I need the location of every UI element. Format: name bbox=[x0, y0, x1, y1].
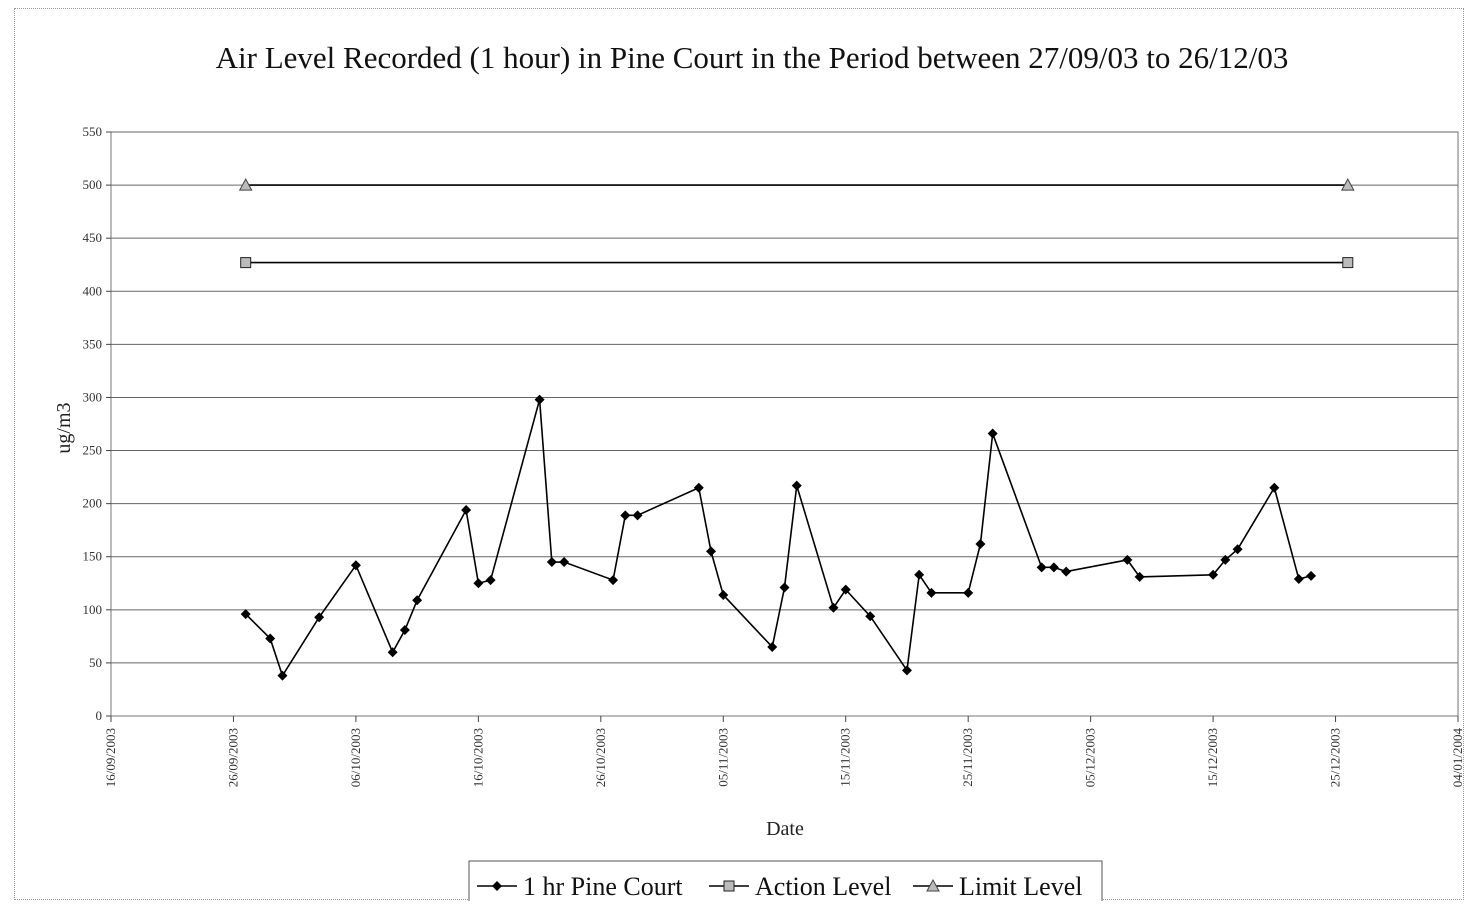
data-point bbox=[901, 665, 912, 676]
data-point bbox=[632, 510, 643, 521]
x-axis-label: Date bbox=[766, 818, 804, 840]
data-point bbox=[1342, 257, 1354, 269]
series-action-level bbox=[240, 257, 1354, 269]
data-point bbox=[1122, 554, 1133, 565]
data-point bbox=[387, 647, 398, 658]
chart: Air Level Recorded (1 hour) in Pine Cour… bbox=[53, 40, 1465, 901]
data-point bbox=[791, 480, 802, 491]
legend-label-1hr-pine-court: 1 hr Pine Court bbox=[523, 872, 683, 901]
data-point bbox=[1269, 482, 1280, 493]
data-point bbox=[350, 560, 361, 571]
data-point bbox=[963, 587, 974, 598]
y-axis-label: ug/m3 bbox=[53, 402, 75, 453]
data-point bbox=[461, 505, 472, 516]
data-point bbox=[485, 575, 496, 586]
data-point bbox=[240, 609, 251, 620]
legend: 1 hr Pine Court Action Level Limit Level bbox=[468, 860, 1103, 901]
data-point bbox=[1208, 569, 1219, 580]
data-point bbox=[1306, 570, 1317, 581]
chart-frame: Air Level Recorded (1 hour) in Pine Cour… bbox=[14, 8, 1465, 901]
data-point bbox=[473, 578, 484, 589]
data-point bbox=[706, 546, 717, 557]
data-point bbox=[412, 595, 423, 606]
data-point bbox=[987, 428, 998, 439]
data-point bbox=[865, 611, 876, 622]
chart-title: Air Level Recorded (1 hour) in Pine Cour… bbox=[216, 40, 1289, 75]
y-tick-label: 150 bbox=[83, 549, 103, 564]
y-tick-label: 500 bbox=[83, 177, 103, 192]
data-point bbox=[608, 575, 619, 586]
x-tick-label: 15/11/2003 bbox=[838, 728, 853, 787]
data-point bbox=[767, 641, 778, 652]
data-point bbox=[534, 394, 545, 405]
legend-box bbox=[468, 860, 1103, 901]
x-tick-label: 05/12/2003 bbox=[1083, 728, 1098, 787]
data-point bbox=[1232, 544, 1243, 555]
legend-item-action-level: Action Level bbox=[709, 872, 891, 901]
data-point bbox=[559, 557, 570, 568]
data-point bbox=[926, 587, 937, 598]
x-tick-label: 25/12/2003 bbox=[1328, 728, 1343, 787]
y-tick-label: 400 bbox=[83, 283, 103, 298]
data-point bbox=[1220, 554, 1231, 565]
data-point bbox=[265, 633, 276, 644]
data-point bbox=[828, 602, 839, 613]
legend-label-action-level: Action Level bbox=[755, 872, 891, 901]
data-point bbox=[779, 582, 790, 593]
x-tick-label: 26/09/2003 bbox=[225, 728, 240, 787]
data-point bbox=[277, 670, 288, 681]
legend-square-marker bbox=[723, 880, 735, 892]
y-tick-label: 200 bbox=[83, 496, 103, 511]
data-point bbox=[1048, 562, 1059, 573]
data-point bbox=[1036, 562, 1047, 573]
y-tick-label: 300 bbox=[83, 389, 103, 404]
y-axis-ticks: 0 50 100 150 200 250 300 350 400 450 500 550 bbox=[83, 124, 111, 723]
data-point bbox=[314, 612, 325, 623]
data-point bbox=[840, 584, 851, 595]
legend-item-limit-level: Limit Level bbox=[913, 872, 1082, 901]
series-layer bbox=[238, 178, 1355, 681]
y-tick-label: 350 bbox=[83, 336, 103, 351]
data-point bbox=[1061, 566, 1072, 577]
y-tick-label: 100 bbox=[83, 602, 103, 617]
data-point bbox=[620, 510, 631, 521]
data-point bbox=[1293, 574, 1304, 585]
series-limit-level bbox=[238, 178, 1355, 191]
y-tick-label: 250 bbox=[83, 443, 103, 458]
data-point bbox=[1340, 178, 1355, 191]
data-point bbox=[240, 257, 252, 269]
data-point bbox=[238, 178, 253, 191]
y-tick-label: 50 bbox=[89, 655, 102, 670]
x-tick-label: 25/11/2003 bbox=[960, 728, 975, 787]
x-tick-label: 15/12/2003 bbox=[1205, 728, 1220, 787]
data-point bbox=[914, 569, 925, 580]
data-point bbox=[975, 538, 986, 549]
legend-label-limit-level: Limit Level bbox=[959, 872, 1082, 901]
data-point bbox=[399, 624, 410, 635]
x-tick-label: 16/10/2003 bbox=[470, 728, 485, 787]
plot-area bbox=[110, 131, 1459, 717]
legend-diamond-marker bbox=[492, 881, 502, 891]
x-tick-label: 16/09/2003 bbox=[103, 728, 118, 787]
x-tick-label: 04/01/2004 bbox=[1450, 728, 1465, 788]
data-point bbox=[718, 589, 729, 600]
legend-item-1hr-pine-court: 1 hr Pine Court bbox=[477, 872, 683, 901]
series-1-hr-pine-court bbox=[240, 394, 1317, 681]
y-tick-label: 450 bbox=[83, 230, 103, 245]
x-axis-ticks: 16/09/2003 26/09/2003 06/10/2003 16/10/2003… bbox=[103, 716, 1465, 787]
y-tick-label: 0 bbox=[96, 708, 103, 723]
legend-triangle-marker bbox=[926, 878, 940, 892]
x-tick-label: 26/10/2003 bbox=[593, 728, 608, 787]
y-tick-label: 550 bbox=[83, 124, 103, 139]
data-point bbox=[1134, 571, 1145, 582]
data-point bbox=[546, 557, 557, 568]
x-tick-label: 06/10/2003 bbox=[348, 728, 363, 787]
x-tick-label: 05/11/2003 bbox=[715, 728, 730, 787]
data-point bbox=[693, 482, 704, 493]
